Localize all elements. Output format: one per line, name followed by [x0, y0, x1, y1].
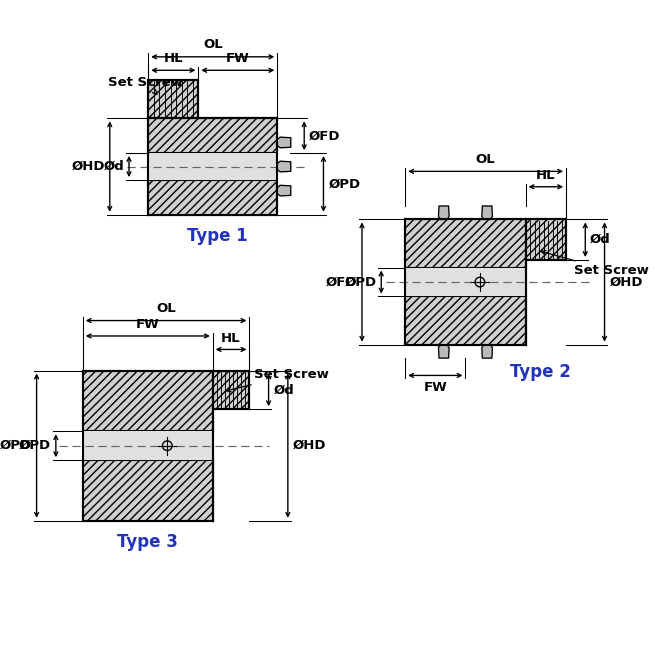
Polygon shape [277, 137, 291, 148]
Polygon shape [438, 344, 449, 358]
Bar [213, 371, 249, 409]
Polygon shape [438, 206, 449, 220]
Text: ØFD: ØFD [309, 129, 340, 142]
Bar [83, 460, 213, 521]
Text: OL: OL [476, 153, 496, 165]
Text: Set Screw: Set Screw [226, 369, 329, 392]
Polygon shape [277, 186, 291, 196]
Bar [148, 180, 277, 214]
Text: Ød: Ød [273, 383, 294, 397]
Text: Set Screw: Set Screw [108, 76, 183, 94]
Bar [405, 267, 525, 297]
Text: ØHD: ØHD [293, 440, 326, 452]
Text: Ød: Ød [590, 233, 611, 246]
Bar [405, 297, 525, 344]
Text: Type 2: Type 2 [510, 362, 570, 381]
Text: ØPD: ØPD [19, 440, 51, 452]
Text: HL: HL [163, 52, 183, 66]
Text: Type 3: Type 3 [117, 533, 178, 551]
Bar [83, 431, 213, 460]
Text: Type 1: Type 1 [187, 227, 248, 245]
Text: ØHD: ØHD [72, 160, 105, 173]
Text: FW: FW [136, 318, 159, 331]
Polygon shape [482, 344, 492, 358]
Polygon shape [277, 161, 291, 172]
Text: ØHD: ØHD [609, 275, 643, 289]
Text: Ød: Ød [103, 160, 124, 173]
Bar [83, 371, 213, 431]
Text: ØPD: ØPD [328, 178, 360, 190]
Bar [148, 153, 277, 180]
Text: OL: OL [156, 302, 176, 315]
Text: OL: OL [203, 38, 222, 51]
Text: ØPD: ØPD [344, 275, 377, 289]
Text: FW: FW [226, 52, 250, 66]
Text: HL: HL [221, 332, 241, 344]
Bar [148, 80, 198, 119]
Bar [405, 220, 525, 267]
Text: ØPD: ØPD [0, 440, 31, 452]
Text: HL: HL [536, 169, 555, 182]
Bar [148, 119, 277, 153]
Bar [525, 220, 566, 260]
Text: FW: FW [423, 381, 448, 394]
Text: Set Screw: Set Screw [541, 251, 649, 277]
Polygon shape [482, 206, 492, 220]
Text: ØFD: ØFD [326, 275, 357, 289]
